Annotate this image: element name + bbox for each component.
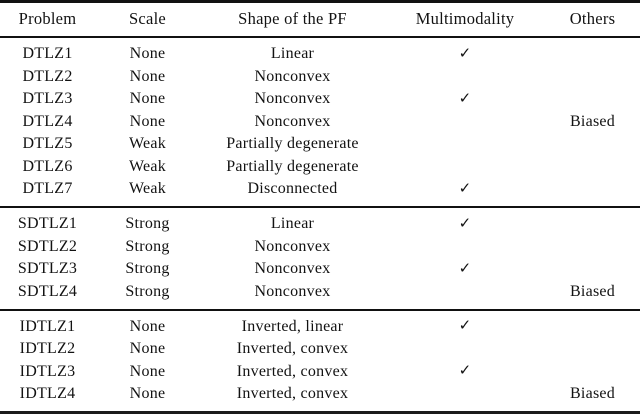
cell-scale: Weak: [128, 135, 167, 153]
table-row: SDTLZ2 Strong Nonconvex: [0, 236, 640, 259]
table-row: IDTLZ3 None Inverted, convex ✓: [0, 361, 640, 384]
cell-problem: IDTLZ3: [19, 362, 76, 380]
table-section-divider-rule: [0, 206, 640, 208]
table-top-rule: [0, 0, 640, 3]
table-row: DTLZ1 None Linear ✓: [0, 43, 640, 66]
cell-shape: Nonconvex: [254, 260, 331, 278]
cell-problem: DTLZ1: [22, 45, 73, 63]
cell-others: Biased: [569, 282, 616, 300]
cell-shape: Inverted, convex: [236, 385, 349, 403]
table-row: DTLZ4 None Nonconvex Biased: [0, 111, 640, 134]
cell-multimodality-checkmark: ✓: [458, 363, 472, 380]
table-row: IDTLZ2 None Inverted, convex: [0, 338, 640, 361]
cell-scale: Weak: [128, 157, 167, 175]
table-bottom-rule: [0, 411, 640, 414]
cell-scale: None: [129, 67, 166, 85]
cell-shape: Disconnected: [247, 180, 338, 198]
cell-scale: None: [129, 317, 166, 335]
cell-shape: Nonconvex: [254, 237, 331, 255]
column-header-multimodality: Multimodality: [415, 9, 515, 29]
cell-multimodality-checkmark: ✓: [458, 180, 472, 197]
cell-multimodality-checkmark: ✓: [458, 318, 472, 335]
cell-multimodality-checkmark: ✓: [458, 90, 472, 107]
cell-scale: None: [129, 45, 166, 63]
cell-shape: Nonconvex: [254, 67, 331, 85]
cell-others: Biased: [569, 385, 616, 403]
cell-problem: DTLZ7: [22, 180, 73, 198]
cell-shape: Partially degenerate: [226, 135, 359, 153]
cell-others: Biased: [569, 112, 616, 130]
cell-problem: SDTLZ4: [17, 282, 78, 300]
cell-scale: Weak: [128, 180, 167, 198]
cell-problem: DTLZ6: [22, 157, 73, 175]
cell-problem: IDTLZ1: [19, 317, 76, 335]
cell-multimodality-checkmark: ✓: [458, 45, 472, 62]
cell-scale: None: [129, 362, 166, 380]
table-section-sdtlz: SDTLZ1 Strong Linear ✓ SDTLZ2 Strong Non…: [0, 208, 640, 309]
table-row: DTLZ2 None Nonconvex: [0, 66, 640, 89]
table-row: SDTLZ4 Strong Nonconvex Biased: [0, 281, 640, 304]
table-section-idtlz: IDTLZ1 None Inverted, linear ✓ IDTLZ2 No…: [0, 311, 640, 412]
cell-scale: Strong: [125, 260, 170, 278]
table-row: IDTLZ4 None Inverted, convex Biased: [0, 383, 640, 406]
cell-shape: Linear: [270, 215, 315, 233]
column-header-problem: Problem: [18, 9, 77, 29]
cell-shape: Partially degenerate: [226, 157, 359, 175]
cell-multimodality-checkmark: ✓: [458, 215, 472, 232]
table-row: SDTLZ1 Strong Linear ✓: [0, 213, 640, 236]
cell-problem: DTLZ3: [22, 90, 73, 108]
table-row: DTLZ6 Weak Partially degenerate: [0, 156, 640, 179]
cell-scale: None: [129, 385, 166, 403]
cell-problem: IDTLZ4: [19, 385, 76, 403]
cell-shape: Linear: [270, 45, 315, 63]
column-header-scale: Scale: [129, 9, 166, 29]
column-header-shape-of-pf: Shape of the PF: [238, 9, 347, 29]
column-header-others: Others: [569, 9, 616, 29]
cell-shape: Nonconvex: [254, 90, 331, 108]
table-header-row: Problem Scale Shape of the PF Multimodal…: [0, 3, 640, 36]
cell-scale: None: [129, 112, 166, 130]
cell-problem: DTLZ2: [22, 67, 73, 85]
cell-multimodality-checkmark: ✓: [458, 260, 472, 277]
cell-shape: Inverted, convex: [236, 340, 349, 358]
cell-scale: Strong: [125, 215, 170, 233]
cell-scale: None: [129, 340, 166, 358]
table-row: DTLZ3 None Nonconvex ✓: [0, 88, 640, 111]
table-row: IDTLZ1 None Inverted, linear ✓: [0, 316, 640, 339]
cell-scale: Strong: [125, 237, 170, 255]
cell-problem: SDTLZ2: [17, 237, 78, 255]
cell-problem: DTLZ4: [22, 112, 73, 130]
cell-shape: Inverted, convex: [236, 362, 349, 380]
table-section-divider-rule: [0, 308, 640, 311]
cell-problem: SDTLZ1: [17, 215, 78, 233]
cell-scale: None: [129, 90, 166, 108]
table-header-rule: [0, 36, 640, 38]
cell-shape: Nonconvex: [254, 112, 331, 130]
cell-problem: DTLZ5: [22, 135, 73, 153]
cell-problem: IDTLZ2: [19, 340, 76, 358]
table-row: DTLZ7 Weak Disconnected ✓: [0, 178, 640, 201]
cell-scale: Strong: [125, 282, 170, 300]
table-row: DTLZ5 Weak Partially degenerate: [0, 133, 640, 156]
cell-shape: Nonconvex: [254, 282, 331, 300]
cell-problem: SDTLZ3: [17, 260, 78, 278]
table-row: SDTLZ3 Strong Nonconvex ✓: [0, 258, 640, 281]
table-section-dtlz: DTLZ1 None Linear ✓ DTLZ2 None Nonconvex…: [0, 38, 640, 206]
cell-shape: Inverted, linear: [241, 317, 344, 335]
